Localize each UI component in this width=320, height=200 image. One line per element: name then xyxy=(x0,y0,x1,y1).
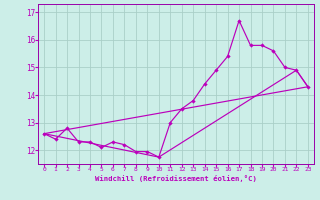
X-axis label: Windchill (Refroidissement éolien,°C): Windchill (Refroidissement éolien,°C) xyxy=(95,175,257,182)
